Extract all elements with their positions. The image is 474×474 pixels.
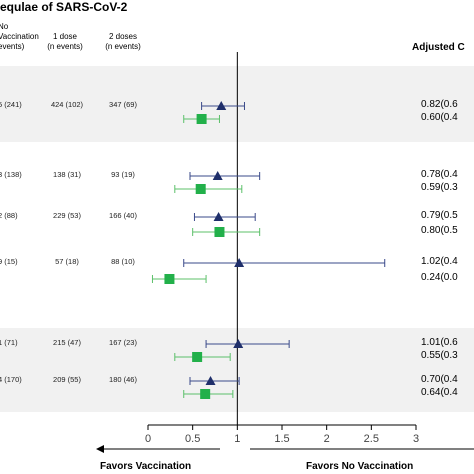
header-adjusted: Adjusted C xyxy=(412,42,465,53)
table-cell-dose2: 167 (23) xyxy=(109,338,137,347)
table-cell-dose1: 229 (53) xyxy=(53,211,81,220)
estimate-marker-square xyxy=(200,389,211,399)
estimate-marker-triangle xyxy=(233,339,244,348)
estimate-marker-triangle xyxy=(205,376,216,385)
adjusted-ci-label: 0.64(0.4 xyxy=(421,387,458,398)
estimate-marker-triangle xyxy=(213,212,224,221)
table-cell-dose1: 209 (55) xyxy=(53,375,81,384)
adjusted-ci-label: 0.24(0.0 xyxy=(421,272,458,283)
table-cell-dose1: 424 (102) xyxy=(50,100,84,109)
adjusted-ci-label: 0.80(0.5 xyxy=(421,225,458,236)
header-one-dose-line2: (n events) xyxy=(47,42,83,51)
adjusted-ci-label: 0.79(0.5 xyxy=(421,210,458,221)
header-two-doses-line2: (n events) xyxy=(105,42,141,51)
table-cell-no_vax: 4 (170) xyxy=(0,375,22,384)
x-tick-label: 0 xyxy=(145,433,151,445)
adjusted-ci-label: 0.60(0.4 xyxy=(421,112,458,123)
estimate-marker-triangle xyxy=(212,171,223,180)
adjusted-ci-label: 1.02(0.4 xyxy=(421,256,458,267)
table-cell-dose1: 57 (18) xyxy=(55,257,79,266)
adjusted-ci-label: 0.59(0.3 xyxy=(421,182,458,193)
adjusted-ci-label: 0.78(0.4 xyxy=(421,169,458,180)
table-cell-no_vax: 2 (88) xyxy=(0,211,18,220)
table-cell-dose1: 138 (31) xyxy=(53,170,81,179)
estimate-marker-square xyxy=(196,114,207,124)
adjusted-ci-label: 0.55(0.3 xyxy=(421,350,458,361)
table-cell-dose2: 180 (46) xyxy=(109,375,137,384)
x-tick-label: 1 xyxy=(234,433,240,445)
table-cell-dose2: 166 (40) xyxy=(109,211,137,220)
estimate-marker-square xyxy=(195,184,206,194)
table-cell-no_vax: 1 (71) xyxy=(0,338,18,347)
header-no-vaccination: No Vaccination events) xyxy=(0,22,39,52)
header-no-vaccination-line2: Vaccination xyxy=(0,32,39,41)
estimate-marker-square xyxy=(214,227,225,237)
estimate-marker-square xyxy=(164,274,175,284)
x-tick-label: 0.5 xyxy=(185,433,200,445)
estimate-marker-triangle xyxy=(234,258,245,267)
table-cell-dose1: 215 (47) xyxy=(53,338,81,347)
favors-vaccination-arrowhead xyxy=(96,445,104,453)
favors-vaccination-label: Favors Vaccination xyxy=(100,461,192,472)
x-tick-label: 2.5 xyxy=(364,433,379,445)
x-tick-label: 3 xyxy=(413,433,419,445)
header-no-vaccination-line3: events) xyxy=(0,42,25,51)
header-one-dose: 1 dose (n events) xyxy=(38,32,92,52)
adjusted-ci-label: 0.70(0.4 xyxy=(421,374,458,385)
adjusted-ci-label: 1.01(0.6 xyxy=(421,337,458,348)
estimate-marker-square xyxy=(192,352,203,362)
header-no-vaccination-line1: No xyxy=(0,22,9,31)
table-cell-dose2: 88 (10) xyxy=(111,257,135,266)
table-cell-dose2: 93 (19) xyxy=(111,170,135,179)
estimate-marker-triangle xyxy=(216,101,227,110)
favors-no-vaccination-label: Favors No Vaccination xyxy=(306,461,414,472)
x-tick-label: 2 xyxy=(324,433,330,445)
x-tick-label: 1.5 xyxy=(274,433,289,445)
table-cell-no_vax: 5 (241) xyxy=(0,100,22,109)
header-two-doses: 2 doses (n events) xyxy=(96,32,150,52)
chart-title: equlae of SARS-CoV-2 xyxy=(0,0,128,14)
table-cell-dose2: 347 (69) xyxy=(109,100,137,109)
adjusted-ci-label: 0.82(0.6 xyxy=(421,99,458,110)
table-cell-no_vax: 3 (138) xyxy=(0,170,22,179)
header-one-dose-line1: 1 dose xyxy=(52,32,78,41)
table-cell-no_vax: 9 (15) xyxy=(0,257,18,266)
header-two-doses-line1: 2 doses xyxy=(108,32,138,41)
